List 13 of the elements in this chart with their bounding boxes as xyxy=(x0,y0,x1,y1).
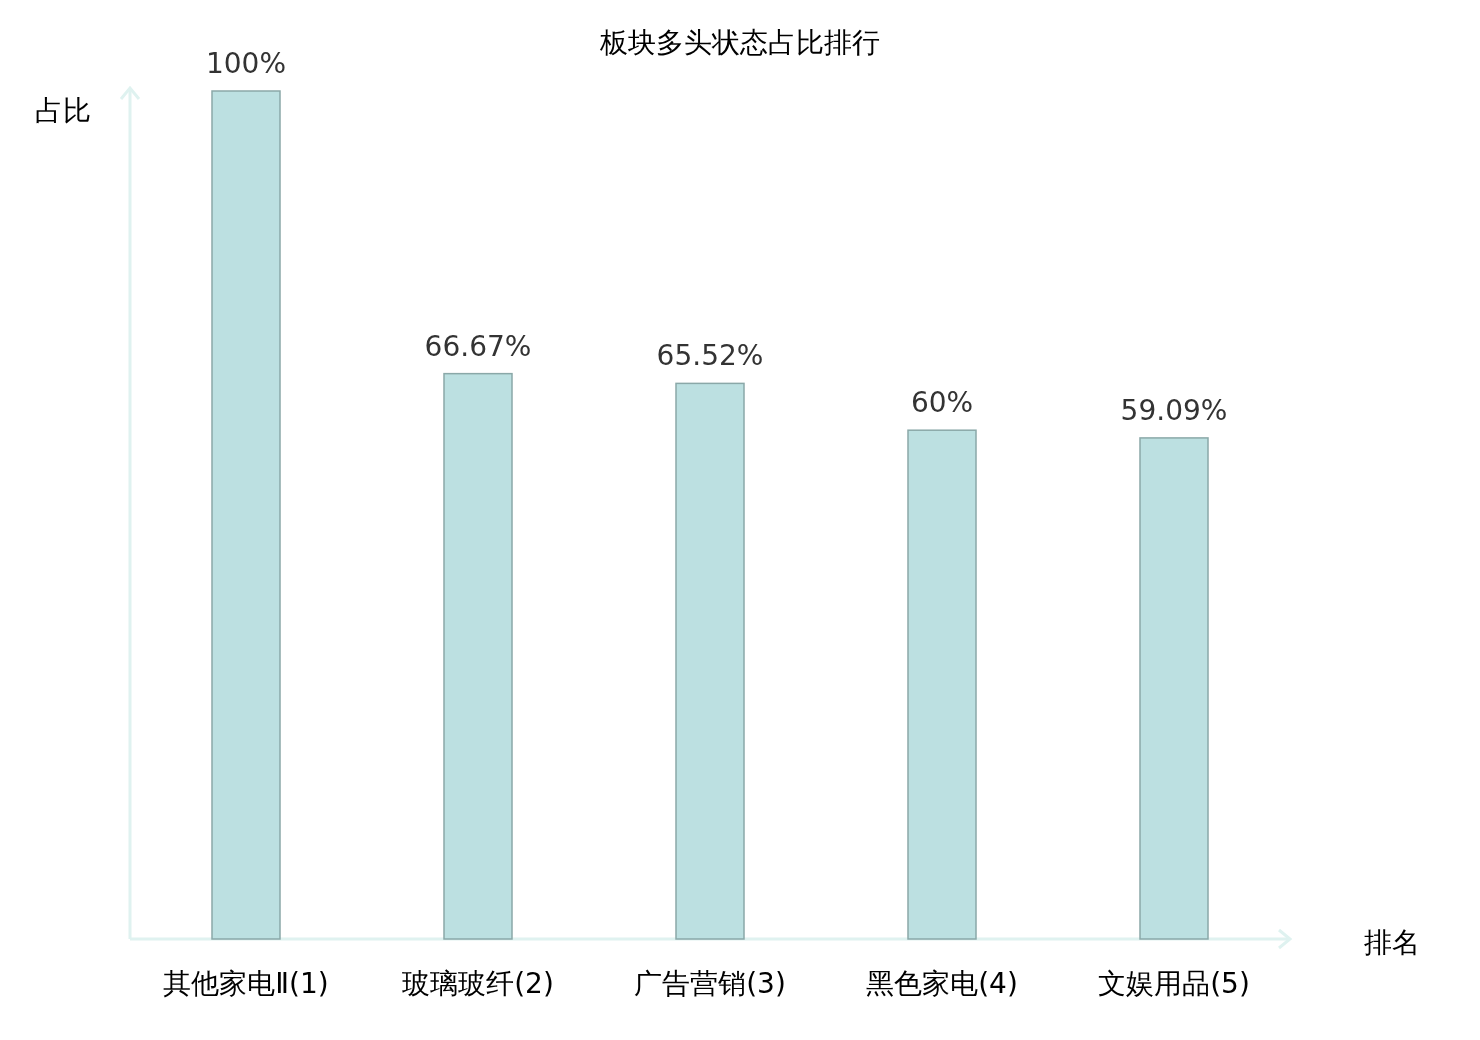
data-label: 65.52% xyxy=(656,339,764,373)
chart-title: 板块多头状态占比排行 xyxy=(599,26,880,59)
data-label: 66.67% xyxy=(424,329,532,363)
x-tick-label: 文娱用品(5) xyxy=(1098,967,1250,1000)
x-axis-title: 排名 xyxy=(1364,926,1420,959)
x-tick-label: 玻璃玻纤(2) xyxy=(402,967,554,1000)
data-label: 59.09% xyxy=(1120,393,1228,427)
x-tick-label: 其他家电Ⅱ(1) xyxy=(163,967,329,1000)
data-label: 60% xyxy=(910,386,974,420)
y-axis-title: 占比 xyxy=(35,94,91,127)
data-label: 100% xyxy=(205,47,287,80)
x-tick-label: 广告营销(3) xyxy=(634,967,786,1000)
x-tick-label: 黑色家电(4) xyxy=(866,967,1018,1000)
